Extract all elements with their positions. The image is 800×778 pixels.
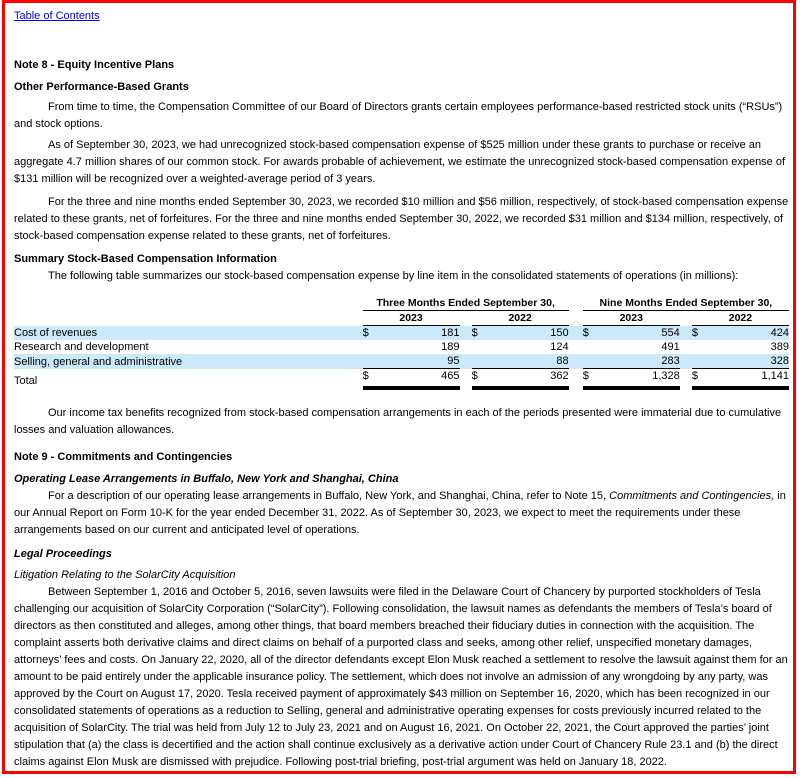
table-value-cell: 465 — [380, 368, 460, 390]
table-gap-cell — [459, 325, 472, 340]
summary-intro: The following table summarizes our stock… — [48, 270, 739, 282]
table-group-header-three-months: Three Months Ended September 30, — [362, 296, 569, 311]
table-value-cell: 1,328 — [600, 368, 680, 390]
dollar-sign-cell — [691, 354, 711, 369]
table-row-label: Selling, general and administrative — [14, 354, 363, 369]
table-gap-cell — [568, 325, 583, 340]
note8-paragraph-grants: From time to time, the Compensation Comm… — [14, 101, 783, 130]
table-row-label: Total — [14, 375, 38, 387]
table-gap-cell — [680, 340, 692, 354]
lease-arrangements-paragraph: For a description of our operating lease… — [14, 488, 789, 539]
table-gap-cell — [679, 354, 692, 369]
note9-title: Note 9 - Commitments and Contingencies — [14, 451, 233, 463]
table-corner-cell — [14, 311, 363, 326]
table-gap-cell — [568, 354, 583, 369]
table-value-cell: 150 — [489, 325, 569, 340]
dollar-sign-cell: $ — [471, 325, 490, 340]
table-value-cell: 1,141 — [710, 368, 789, 390]
dollar-sign-cell — [583, 340, 601, 354]
dollar-sign-cell: $ — [362, 368, 381, 390]
table-value-cell: 124 — [550, 341, 569, 353]
table-gap-cell — [679, 325, 692, 340]
table-value-cell: 491 — [661, 341, 680, 353]
table-gap-cell — [459, 354, 472, 369]
note8-paragraph-recorded: For the three and nine months ended Sept… — [14, 196, 789, 242]
dollar-sign-cell — [471, 354, 490, 369]
table-group-header-row: Three Months Ended September 30, Nine Mo… — [14, 296, 789, 311]
note8-subheading: Other Performance-Based Grants — [14, 81, 189, 93]
table-year-header-row: 2023 2022 2023 2022 — [14, 310, 789, 326]
tax-benefits-paragraph: Our income tax benefits recognized from … — [14, 407, 782, 436]
table-gap-cell — [569, 340, 583, 354]
litigation-paragraph: Between September 1, 2016 and October 5,… — [14, 586, 788, 768]
table-year-header: 2022 — [691, 310, 789, 326]
table-gap-cell — [569, 296, 583, 311]
note8-paragraph-unrecognized: As of September 30, 2023, we had unrecog… — [14, 139, 786, 185]
table-value-cell: 424 — [710, 325, 789, 340]
lease-arrangements-heading: Operating Lease Arrangements in Buffalo,… — [14, 473, 399, 485]
table-gap-cell — [680, 369, 692, 389]
table-year-header: 2023 — [582, 310, 680, 326]
table-value-cell: 95 — [380, 354, 460, 369]
table-year-header: 2023 — [362, 310, 460, 326]
table-value-cell: 181 — [380, 325, 460, 340]
table-corner-cell — [14, 296, 363, 311]
table-value-cell: 362 — [489, 368, 569, 390]
table-gap-cell — [680, 311, 692, 326]
table-gap-cell — [460, 340, 472, 354]
table-row-label: Research and development — [14, 341, 149, 353]
table-row-label: Cost of revenues — [14, 325, 363, 340]
table-gap-cell — [460, 311, 472, 326]
table-of-contents-link[interactable]: Table of Contents — [14, 10, 100, 22]
table-group-header-nine-months: Nine Months Ended September 30, — [582, 296, 789, 311]
table-value-cell: 389 — [770, 341, 789, 353]
table-row-research-development: Research and development 189 124 491 389 — [14, 340, 789, 354]
litigation-heading: Litigation Relating to the SolarCity Acq… — [14, 569, 236, 581]
table-gap-cell — [569, 311, 583, 326]
dollar-sign-cell: $ — [582, 368, 601, 390]
dollar-sign-cell: $ — [691, 325, 711, 340]
dollar-sign-cell — [692, 340, 710, 354]
dollar-sign-cell — [472, 340, 490, 354]
table-gap-cell — [460, 369, 472, 389]
dollar-sign-cell — [582, 354, 601, 369]
dollar-sign-cell: $ — [691, 368, 711, 390]
dollar-sign-cell: $ — [362, 325, 381, 340]
table-value-cell: 554 — [600, 325, 680, 340]
legal-proceedings-heading: Legal Proceedings — [14, 548, 112, 560]
table-value-cell: 189 — [441, 341, 460, 353]
summary-heading: Summary Stock-Based Compensation Informa… — [14, 253, 277, 265]
dollar-sign-cell: $ — [582, 325, 601, 340]
dollar-sign-cell: $ — [471, 368, 490, 390]
table-year-header: 2022 — [471, 310, 569, 326]
table-value-cell: 283 — [600, 354, 680, 369]
table-value-cell: 328 — [710, 354, 789, 369]
table-row-total: Total $ 465 $ 362 $ 1,328 $ 1,141 — [14, 368, 789, 390]
table-row-cost-of-revenues: Cost of revenues $ 181 $ 150 $ 554 $ 424 — [14, 325, 789, 340]
note8-title: Note 8 - Equity Incentive Plans — [14, 59, 175, 71]
table-value-cell: 88 — [489, 354, 569, 369]
lease-paragraph-italic-reference: Commitments and Contingencies, — [609, 490, 775, 502]
table-row-selling-general-admin: Selling, general and administrative 95 8… — [14, 354, 789, 369]
dollar-sign-cell — [362, 354, 381, 369]
compensation-table: Three Months Ended September 30, Nine Mo… — [14, 296, 789, 390]
table-gap-cell — [569, 369, 583, 389]
lease-paragraph-text-2: in our Annual Report on Form 10-K for th… — [14, 490, 786, 536]
lease-paragraph-text-1: For a description of our operating lease… — [48, 490, 610, 502]
dollar-sign-cell — [363, 340, 381, 354]
